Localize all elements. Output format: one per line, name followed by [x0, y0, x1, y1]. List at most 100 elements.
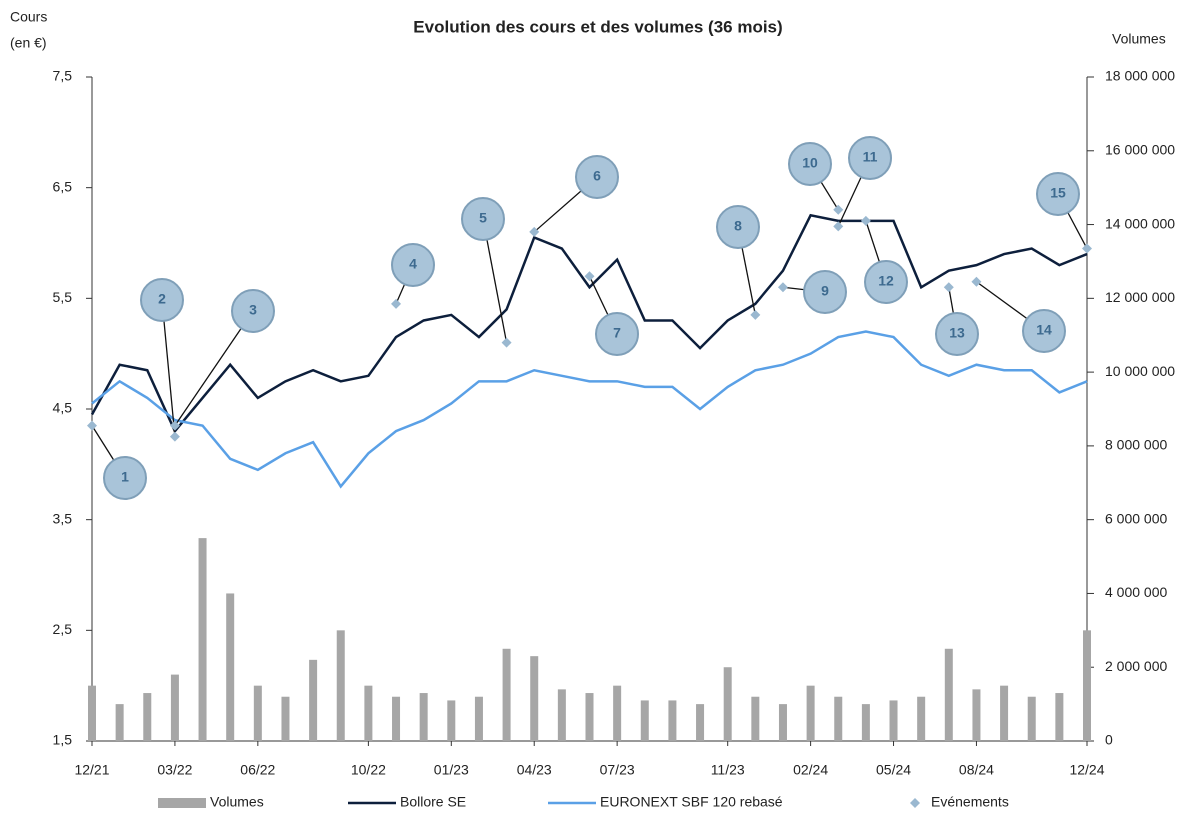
y-axis-label: (en €) — [10, 35, 47, 51]
event-marker — [1082, 243, 1092, 254]
x-tick-label: 08/24 — [959, 762, 994, 778]
event-marker — [833, 221, 844, 232]
event-circle — [1036, 172, 1080, 216]
event-marker — [584, 271, 595, 282]
y-tick-label: 3,5 — [53, 510, 73, 526]
volume-bar — [419, 693, 428, 741]
volume-bar — [778, 704, 787, 741]
event-label: 1 — [121, 469, 129, 485]
event-label: 5 — [479, 210, 487, 226]
event-marker — [169, 431, 180, 442]
y-tick-label: 5,5 — [53, 289, 73, 305]
event-label: 15 — [1050, 185, 1066, 201]
legend-label: EURONEXT SBF 120 rebasé — [600, 794, 783, 810]
y-axis-label: Cours — [10, 9, 47, 25]
callout-line — [174, 310, 254, 426]
volume-bar — [668, 700, 677, 741]
volume-bar — [226, 593, 235, 741]
volume-bar — [1055, 693, 1064, 741]
volume-bar — [336, 630, 345, 741]
volume-bar — [281, 696, 290, 741]
volume-bar — [917, 696, 926, 741]
volume-bar — [585, 693, 594, 741]
legend-label: Bollore SE — [400, 794, 466, 810]
x-tick-label: 05/24 — [876, 762, 911, 778]
x-tick-label: 12/24 — [1069, 762, 1104, 778]
y2-tick-label: 12 000 000 — [1105, 289, 1175, 305]
volume-bar — [392, 696, 401, 741]
event-circle — [803, 270, 847, 314]
event-marker — [943, 282, 954, 293]
event-circle — [864, 260, 908, 304]
y-tick-label: 6,5 — [53, 178, 73, 194]
y2-tick-label: 16 000 000 — [1105, 141, 1175, 157]
volume-bar — [696, 704, 705, 741]
x-tick-label: 04/23 — [517, 762, 552, 778]
x-tick-label: 07/23 — [600, 762, 635, 778]
event-label: 7 — [613, 325, 621, 341]
legend-label: Volumes — [210, 794, 264, 810]
volume-bar — [613, 685, 622, 741]
y2-tick-label: 14 000 000 — [1105, 215, 1175, 231]
event-label: 8 — [734, 218, 742, 234]
volume-bar — [447, 700, 456, 741]
x-tick-label: 03/22 — [157, 762, 192, 778]
volume-bar — [1000, 685, 1009, 741]
event-circle — [103, 456, 147, 500]
volume-bar — [557, 689, 566, 741]
event-circle — [461, 197, 505, 241]
volume-bar — [889, 700, 898, 741]
x-tick-label: 06/22 — [240, 762, 275, 778]
event-label: 12 — [878, 273, 894, 289]
event-marker — [860, 215, 871, 226]
event-circle — [935, 312, 979, 356]
price-line — [90, 213, 1088, 434]
x-tick-label: 02/24 — [793, 762, 828, 778]
event-marker — [833, 204, 844, 215]
volume-bar — [1027, 696, 1036, 741]
event-marker — [529, 226, 540, 237]
volume-bar — [309, 659, 318, 741]
y-tick-label: 4,5 — [53, 400, 73, 416]
volume-bar — [806, 685, 815, 741]
x-tick-label: 12/21 — [74, 762, 109, 778]
event-marker — [971, 276, 982, 287]
y2-tick-label: 0 — [1105, 732, 1113, 748]
volume-bar — [502, 648, 511, 741]
volume-bar — [364, 685, 373, 741]
volume-bar — [170, 674, 179, 741]
event-label: 9 — [821, 283, 829, 299]
event-marker — [750, 309, 761, 320]
volume-bar — [1083, 630, 1091, 741]
event-circle — [848, 136, 892, 180]
x-tick-label: 10/22 — [351, 762, 386, 778]
x-tick-label: 11/23 — [711, 762, 745, 778]
event-label: 10 — [802, 155, 818, 171]
event-label: 11 — [863, 149, 878, 165]
y-tick-label: 2,5 — [53, 621, 73, 637]
event-marker — [87, 420, 97, 431]
volume-bar — [834, 696, 843, 741]
event-circle — [575, 155, 619, 199]
event-label: 2 — [158, 291, 166, 307]
y-tick-label: 1,5 — [53, 732, 73, 748]
event-marker — [501, 337, 512, 348]
volume-bar — [640, 700, 649, 741]
event-marker — [391, 298, 402, 309]
volume-bar — [198, 538, 207, 741]
volume-bar — [723, 667, 732, 741]
volume-bar — [530, 656, 539, 741]
volume-bar — [143, 693, 152, 741]
y2-tick-label: 10 000 000 — [1105, 363, 1175, 379]
event-label: 6 — [593, 168, 601, 184]
price-line — [91, 330, 1088, 489]
legend-swatch — [158, 798, 206, 808]
volume-bar — [88, 685, 96, 741]
y2-tick-label: 6 000 000 — [1105, 510, 1167, 526]
y2-tick-label: 2 000 000 — [1105, 658, 1167, 674]
legend-label: Evénements — [931, 794, 1009, 810]
event-label: 14 — [1036, 322, 1052, 338]
event-circle — [788, 142, 832, 186]
event-circle — [140, 278, 184, 322]
